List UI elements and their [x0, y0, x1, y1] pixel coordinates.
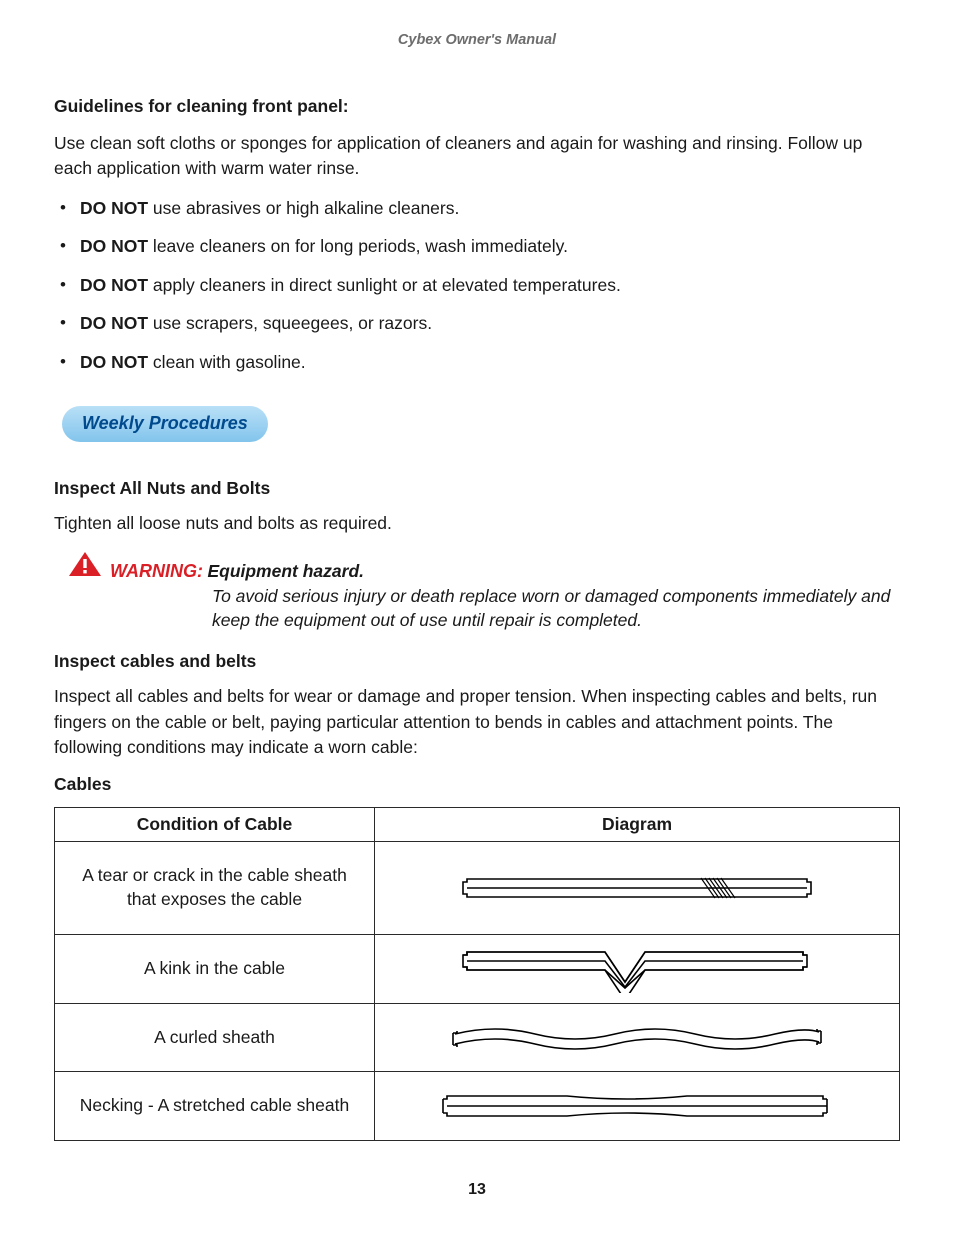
warning-triangle-icon: [68, 551, 102, 582]
donot-text: use scrapers, squeegees, or razors.: [148, 313, 432, 333]
inspect-bolts-body: Tighten all loose nuts and bolts as requ…: [54, 511, 900, 536]
diagram-kink-icon: [457, 945, 817, 993]
list-item: DO NOT use abrasives or high alkaline cl…: [80, 196, 900, 221]
weekly-procedures-badge: Weekly Procedures: [62, 406, 268, 442]
cable-condition: A kink in the cable: [55, 934, 375, 1003]
list-item: DO NOT leave cleaners on for long period…: [80, 234, 900, 259]
inspect-cables-body: Inspect all cables and belts for wear or…: [54, 684, 900, 760]
donot-text: leave cleaners on for long periods, wash…: [148, 236, 568, 256]
cable-condition: Necking - A stretched cable sheath: [55, 1072, 375, 1141]
warning-block: WARNING: Equipment hazard. To avoid seri…: [54, 551, 900, 634]
inspect-cables-heading: Inspect cables and belts: [54, 651, 900, 672]
warning-label: WARNING:: [110, 561, 203, 581]
diagram-curl-icon: [447, 1020, 827, 1056]
cable-table: Condition of Cable Diagram A tear or cra…: [54, 807, 900, 1141]
page-number: 13: [54, 1181, 900, 1199]
table-row: A tear or crack in the cable sheath that…: [55, 842, 900, 934]
donot-text: clean with gasoline.: [148, 352, 306, 372]
list-item: DO NOT use scrapers, squeegees, or razor…: [80, 311, 900, 336]
donot-label: DO NOT: [80, 275, 148, 295]
cables-heading: Cables: [54, 774, 900, 795]
cable-diagram: [375, 1072, 900, 1141]
donot-text: apply cleaners in direct sunlight or at …: [148, 275, 621, 295]
donot-list: DO NOT use abrasives or high alkaline cl…: [54, 196, 900, 375]
donot-label: DO NOT: [80, 236, 148, 256]
donot-label: DO NOT: [80, 313, 148, 333]
list-item: DO NOT clean with gasoline.: [80, 350, 900, 375]
list-item: DO NOT apply cleaners in direct sunlight…: [80, 273, 900, 298]
warning-body: To avoid serious injury or death replace…: [212, 584, 900, 634]
donot-text: use abrasives or high alkaline cleaners.: [148, 198, 459, 218]
warning-title-text: Equipment hazard.: [207, 561, 364, 581]
cleaning-intro: Use clean soft cloths or sponges for app…: [54, 131, 900, 182]
table-header-diagram: Diagram: [375, 808, 900, 842]
cable-condition: A curled sheath: [55, 1003, 375, 1072]
cable-condition: A tear or crack in the cable sheath that…: [55, 842, 375, 934]
cable-diagram: [375, 934, 900, 1003]
inspect-bolts-heading: Inspect All Nuts and Bolts: [54, 478, 900, 499]
table-row: A kink in the cable: [55, 934, 900, 1003]
table-row: Necking - A stretched cable sheath: [55, 1072, 900, 1141]
diagram-neck-icon: [437, 1089, 837, 1123]
donot-label: DO NOT: [80, 352, 148, 372]
table-header-condition: Condition of Cable: [55, 808, 375, 842]
table-row: A curled sheath: [55, 1003, 900, 1072]
manual-header: Cybex Owner's Manual: [54, 32, 900, 48]
diagram-crack-icon: [457, 868, 817, 908]
cable-diagram: [375, 842, 900, 934]
cable-diagram: [375, 1003, 900, 1072]
cleaning-heading: Guidelines for cleaning front panel:: [54, 96, 900, 117]
donot-label: DO NOT: [80, 198, 148, 218]
